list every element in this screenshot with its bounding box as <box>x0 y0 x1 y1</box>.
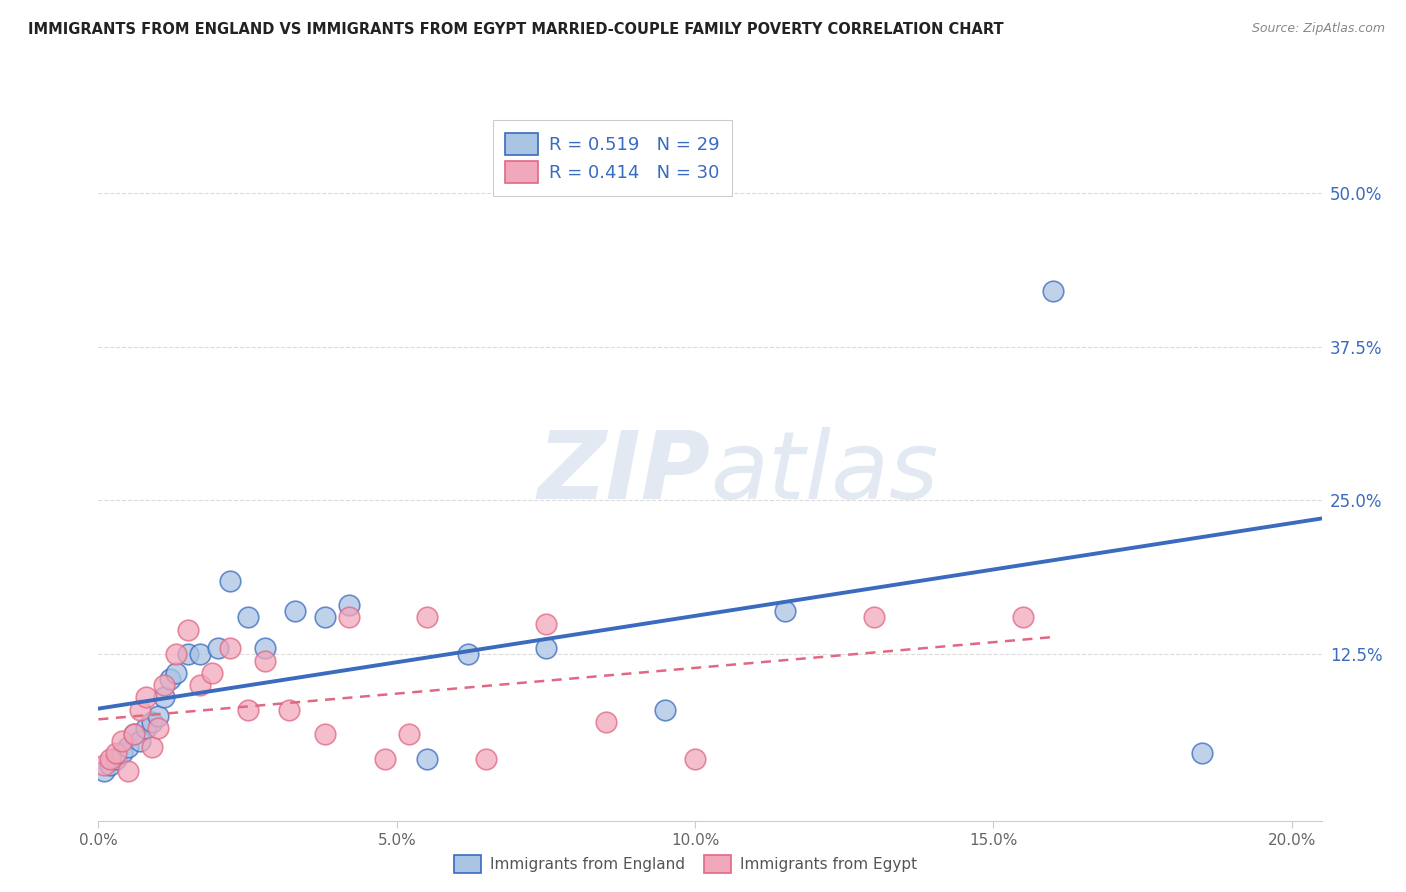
Point <box>207 641 229 656</box>
Point <box>98 752 121 766</box>
Point <box>415 610 437 624</box>
Point <box>236 703 259 717</box>
Point <box>254 654 277 668</box>
Point <box>534 641 557 656</box>
Text: ZIP: ZIP <box>537 426 710 519</box>
Point <box>374 752 396 766</box>
Point <box>141 715 163 730</box>
Text: atlas: atlas <box>710 427 938 518</box>
Point <box>141 739 163 754</box>
Point <box>314 610 336 624</box>
Point <box>111 733 134 747</box>
Point <box>1012 610 1035 624</box>
Point <box>159 672 181 686</box>
Point <box>165 648 187 662</box>
Point <box>398 727 420 741</box>
Point <box>201 665 224 680</box>
Point <box>683 752 706 766</box>
Point <box>135 690 157 705</box>
Point <box>595 715 617 730</box>
Text: Source: ZipAtlas.com: Source: ZipAtlas.com <box>1251 22 1385 36</box>
Point <box>475 752 498 766</box>
Point <box>218 641 240 656</box>
Point <box>218 574 240 588</box>
Point <box>863 610 886 624</box>
Point <box>146 721 169 735</box>
Point <box>188 648 211 662</box>
Point <box>188 678 211 692</box>
Point <box>135 721 157 735</box>
Point <box>1042 284 1064 298</box>
Point <box>415 752 437 766</box>
Point <box>314 727 336 741</box>
Point <box>153 690 176 705</box>
Point <box>236 610 259 624</box>
Point <box>284 604 307 618</box>
Point <box>153 678 176 692</box>
Legend: Immigrants from England, Immigrants from Egypt: Immigrants from England, Immigrants from… <box>447 849 924 880</box>
Point <box>93 764 115 779</box>
Point <box>117 764 139 779</box>
Text: IMMIGRANTS FROM ENGLAND VS IMMIGRANTS FROM EGYPT MARRIED-COUPLE FAMILY POVERTY C: IMMIGRANTS FROM ENGLAND VS IMMIGRANTS FR… <box>28 22 1004 37</box>
Point <box>117 739 139 754</box>
Point <box>177 623 200 637</box>
Point <box>177 648 200 662</box>
Point <box>337 610 360 624</box>
Point <box>129 703 152 717</box>
Point <box>254 641 277 656</box>
Point <box>337 598 360 612</box>
Point <box>773 604 796 618</box>
Point <box>122 727 145 741</box>
Point <box>654 703 676 717</box>
Point <box>105 746 128 760</box>
Point <box>165 665 187 680</box>
Point <box>129 733 152 747</box>
Point <box>457 648 479 662</box>
Point <box>1191 746 1213 760</box>
Point <box>534 616 557 631</box>
Point <box>98 758 121 772</box>
Point <box>278 703 301 717</box>
Point <box>111 746 134 760</box>
Point <box>122 727 145 741</box>
Point <box>105 752 128 766</box>
Point <box>146 709 169 723</box>
Point <box>93 758 115 772</box>
